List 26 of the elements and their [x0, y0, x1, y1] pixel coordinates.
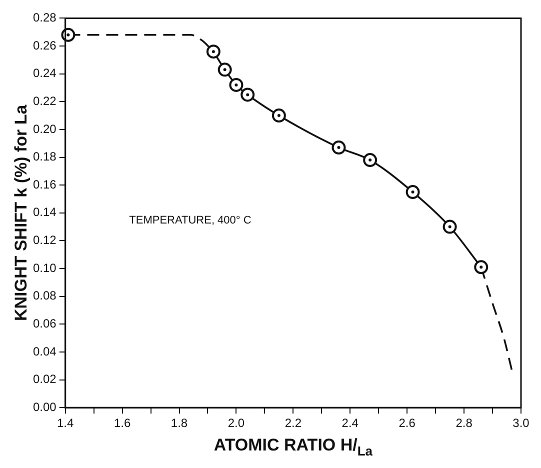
y-tick-label: 0.00: [32, 400, 57, 414]
y-tick-label: 0.06: [32, 316, 57, 330]
x-tick-label: 1.4: [57, 416, 74, 430]
x-tick-label: 1.8: [170, 416, 188, 430]
y-tick-label: 0.08: [32, 288, 57, 303]
x-tick-label: 3.0: [512, 416, 530, 430]
y-tick-label: 0.12: [32, 233, 57, 248]
x-tick-label: 1.6: [114, 416, 131, 430]
y-tick-label: 0.24: [32, 66, 57, 80]
y-axis-title: KNIGHT SHIFT k (%) for La: [12, 104, 31, 322]
y-tick-label: 0.04: [32, 344, 57, 358]
x-tick-label: 2.2: [284, 416, 302, 430]
y-tick-label: 0.18: [32, 150, 57, 164]
y-tick-label: 0.10: [32, 260, 57, 275]
y-tick-label: 0.28: [32, 10, 57, 25]
y-tick-label: 0.20: [32, 122, 57, 136]
x-tick-label: 2.8: [456, 416, 473, 430]
annotation: TEMPERATURE, 400° C: [129, 214, 252, 227]
x-tick-label: 2.4: [342, 416, 359, 430]
y-tick-label: 0.14: [32, 205, 57, 220]
y-tick-label: 0.26: [32, 38, 57, 52]
y-tick-label: 0.02: [32, 372, 57, 386]
y-tick-label: 0.22: [32, 94, 57, 108]
x-tick-label: 2.6: [398, 416, 416, 430]
x-tick-label: 2.0: [228, 416, 245, 430]
y-tick-label: 0.16: [32, 177, 57, 192]
